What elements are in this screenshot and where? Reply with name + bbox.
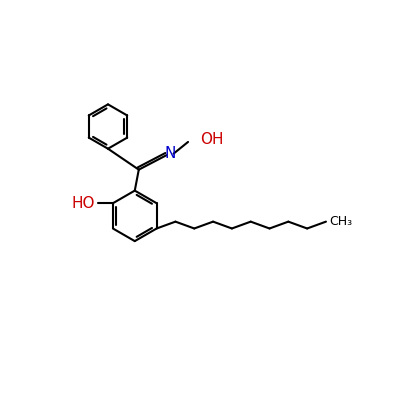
Text: OH: OH [200,132,223,147]
Text: N: N [164,146,176,161]
Text: CH₃: CH₃ [330,215,353,228]
Text: HO: HO [72,196,95,211]
